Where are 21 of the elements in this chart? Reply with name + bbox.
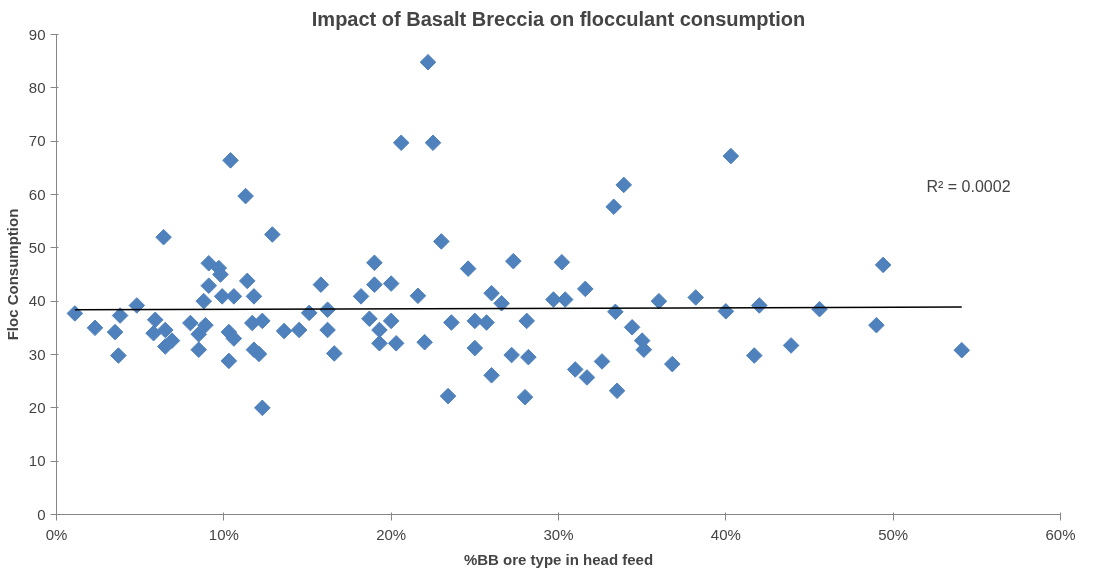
y-axis-title: Floc Consumption xyxy=(3,208,21,341)
x-tick-label: 60% xyxy=(1045,525,1076,543)
y-tick-label: 80 xyxy=(28,78,46,96)
x-tick-label: 40% xyxy=(710,525,741,543)
y-tick-label: 40 xyxy=(28,292,46,310)
y-tick-label: 50 xyxy=(28,238,46,256)
y-tick-label: 10 xyxy=(28,452,46,470)
x-tick-label: 20% xyxy=(376,525,407,543)
x-axis-title: %BB ore type in head feed xyxy=(463,550,654,568)
y-tick-label: 0 xyxy=(37,505,46,523)
y-tick-label: 20 xyxy=(28,398,46,416)
annotation: R² = 0.0002 xyxy=(926,177,1011,195)
x-tick-label: 30% xyxy=(543,525,574,543)
chart-title: Impact of Basalt Breccia on flocculant consumption xyxy=(311,7,806,30)
y-tick-label: 60 xyxy=(28,185,46,203)
y-tick-label: 30 xyxy=(28,345,46,363)
x-tick-label: 50% xyxy=(878,525,909,543)
y-tick-label: 70 xyxy=(28,132,46,150)
x-tick-label: 0% xyxy=(45,525,68,543)
y-tick-label: 90 xyxy=(28,25,46,43)
x-tick-label: 10% xyxy=(208,525,239,543)
